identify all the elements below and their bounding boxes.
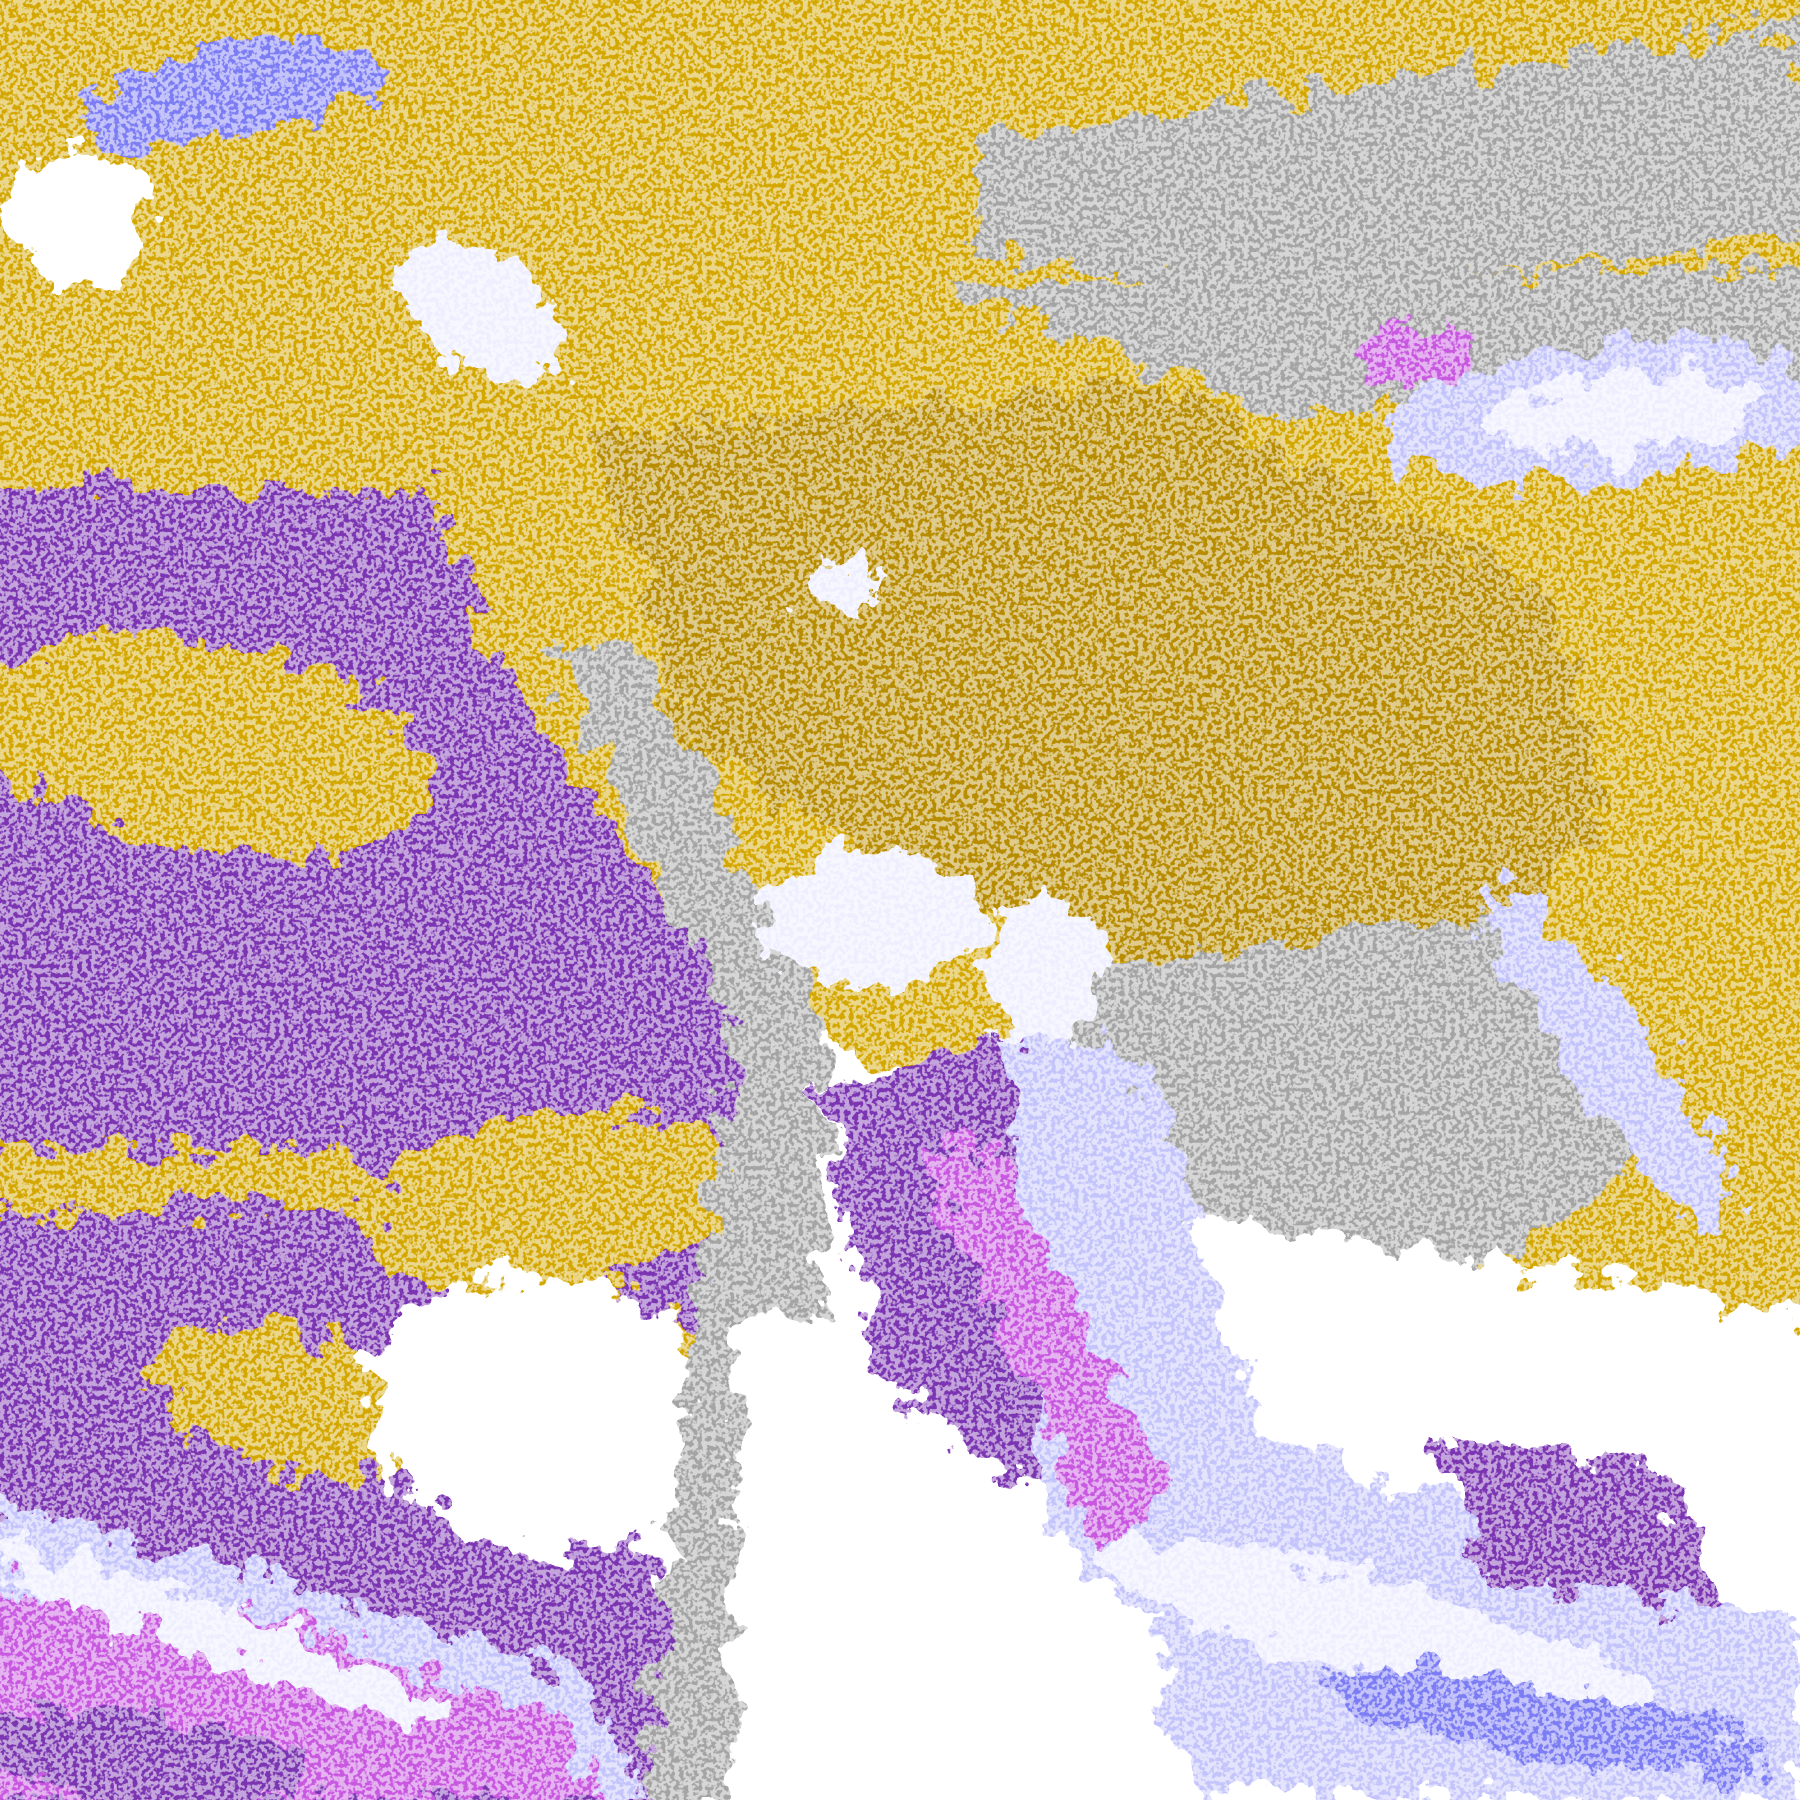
satellite-image [0, 0, 1800, 1800]
cloud-classification-map [0, 0, 1800, 1800]
speckle-texture [0, 0, 1800, 1800]
